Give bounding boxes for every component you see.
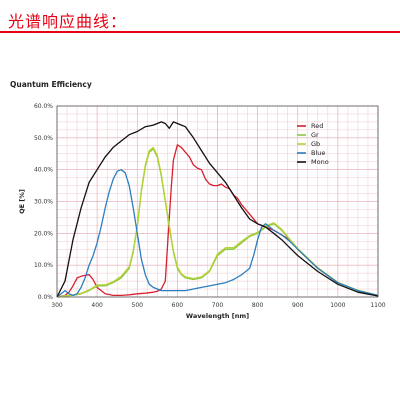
x-tick-label: 300 [51,302,63,309]
legend-label-gr: Gr [311,131,319,139]
y-axis-label: QE [%] [18,189,26,214]
y-tick-label: 30.0% [34,199,53,206]
series-line-blue [56,169,379,298]
plot-frame [56,105,379,298]
legend-label-red: Red [311,122,323,130]
x-tick-label: 900 [292,302,304,309]
y-tick-label: 10.0% [34,262,53,269]
y-tick-label: 50.0% [34,135,53,142]
x-tick-label: 700 [212,302,224,309]
y-tick-label: 20.0% [34,230,53,237]
y-tick-label: 0.0% [38,294,54,301]
x-tick-label: 600 [172,302,184,309]
legend-label-blue: Blue [311,149,325,157]
legend-label-mono: Mono [311,158,329,166]
x-tick-label: 400 [91,302,103,309]
x-tick-label: 1100 [370,302,385,309]
legend-label-gb: Gb [311,140,320,148]
page-header: 光谱响应曲线： [0,0,400,36]
series-line-gb [56,146,379,298]
y-tick-label: 60.0% [34,103,53,110]
y-tick-label: 40.0% [34,167,53,174]
chart-title: Quantum Efficiency [10,80,92,89]
series-line-mono [56,121,379,298]
x-axis-label: Wavelength [nm] [186,312,249,320]
x-tick-label: 1000 [330,302,345,309]
x-tick-label: 800 [252,302,264,309]
x-tick-label: 500 [132,302,144,309]
page-title: 光谱响应曲线： [8,12,128,31]
title-underline [0,31,400,33]
